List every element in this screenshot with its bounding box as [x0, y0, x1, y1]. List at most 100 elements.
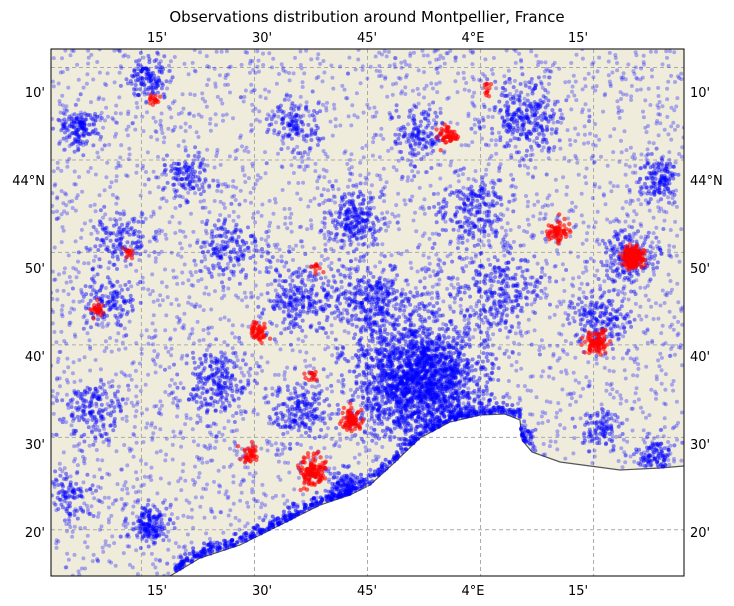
observation-point — [306, 277, 311, 282]
observation-point — [494, 138, 499, 143]
observation-point — [245, 50, 250, 55]
observation-point — [423, 265, 428, 270]
observation-point — [680, 363, 684, 368]
observation-point — [190, 327, 195, 332]
observation-point — [365, 423, 370, 428]
observation-point — [324, 169, 329, 174]
observation-point — [267, 224, 272, 229]
observation-point — [307, 273, 312, 278]
observation-point — [654, 374, 659, 379]
observation-point — [225, 378, 230, 383]
observation-point — [301, 492, 305, 497]
observation-point — [206, 292, 211, 297]
observation-point — [143, 382, 148, 387]
observation-point — [119, 294, 124, 299]
observation-point — [135, 514, 139, 519]
observation-point — [661, 342, 666, 347]
observation-point — [637, 313, 642, 318]
observation-point — [255, 210, 260, 215]
observation-point — [630, 199, 635, 203]
observation-point — [658, 303, 663, 308]
observation-point — [583, 84, 588, 89]
observation-point — [181, 436, 185, 440]
observation-point — [238, 366, 243, 371]
observation-point — [124, 173, 129, 178]
observation-point — [259, 292, 264, 297]
observation-point — [141, 163, 145, 168]
observation-point — [313, 385, 318, 390]
observation-point — [622, 368, 627, 373]
observation-point — [234, 428, 239, 433]
observation-point — [436, 191, 440, 196]
observation-point — [64, 377, 69, 382]
observation-point — [86, 169, 91, 174]
observation-point — [659, 381, 664, 386]
observation-point — [547, 82, 551, 86]
observation-point — [288, 215, 292, 220]
observation-point — [66, 292, 71, 297]
observation-point — [213, 81, 218, 86]
observation-point — [396, 251, 401, 256]
observation-point — [245, 304, 250, 309]
observation-point — [236, 262, 241, 267]
observation-point — [662, 127, 667, 132]
observation-point — [413, 210, 417, 215]
observation-point — [617, 115, 622, 120]
observation-point — [594, 239, 599, 244]
observation-point — [382, 199, 387, 204]
observation-point — [553, 439, 558, 444]
observation-point — [494, 151, 499, 156]
observation-point — [553, 177, 558, 182]
observation-point — [206, 331, 211, 336]
observation-point — [280, 447, 285, 452]
observation-point — [555, 248, 559, 253]
observation-point — [58, 139, 63, 144]
observation-point — [228, 446, 232, 451]
observation-point — [623, 172, 628, 177]
observation-point — [205, 482, 209, 487]
observation-point — [675, 333, 680, 338]
observation-point — [665, 86, 670, 91]
observation-point — [224, 49, 229, 54]
observation-point — [153, 565, 158, 570]
observation-point — [622, 291, 627, 296]
observation-point — [151, 209, 156, 214]
observation-point — [536, 59, 541, 64]
observation-point — [593, 88, 598, 93]
observation-point — [302, 71, 307, 76]
observation-point — [426, 255, 431, 260]
observation-point — [251, 474, 256, 479]
observation-point — [175, 252, 180, 257]
observation-point — [266, 250, 271, 255]
observation-point — [587, 379, 592, 384]
observation-point — [234, 452, 239, 457]
observation-point — [651, 215, 656, 220]
observation-point — [170, 442, 175, 447]
observation-point — [105, 323, 110, 328]
observation-point — [656, 358, 661, 363]
observation-point — [422, 231, 427, 236]
observation-point — [298, 383, 303, 388]
observation-point — [107, 142, 112, 147]
observation-point — [195, 413, 200, 418]
observation-point — [423, 339, 428, 344]
observation-point — [199, 495, 204, 500]
observation-point — [403, 339, 408, 344]
observation-point — [434, 82, 439, 86]
observation-point — [171, 396, 176, 401]
observation-point — [126, 109, 131, 114]
observation-point — [326, 426, 330, 431]
observation-point — [417, 242, 422, 247]
observation-point — [138, 388, 143, 393]
observation-point — [191, 341, 196, 346]
observation-point — [133, 414, 138, 419]
observation-point — [380, 402, 385, 407]
observation-point — [325, 256, 330, 261]
observation-point — [257, 109, 262, 114]
observation-point — [59, 329, 64, 334]
observation-point — [622, 129, 627, 134]
observation-point — [282, 377, 287, 382]
observation-point — [87, 443, 92, 448]
observation-point — [468, 305, 473, 310]
observation-point — [61, 288, 66, 293]
